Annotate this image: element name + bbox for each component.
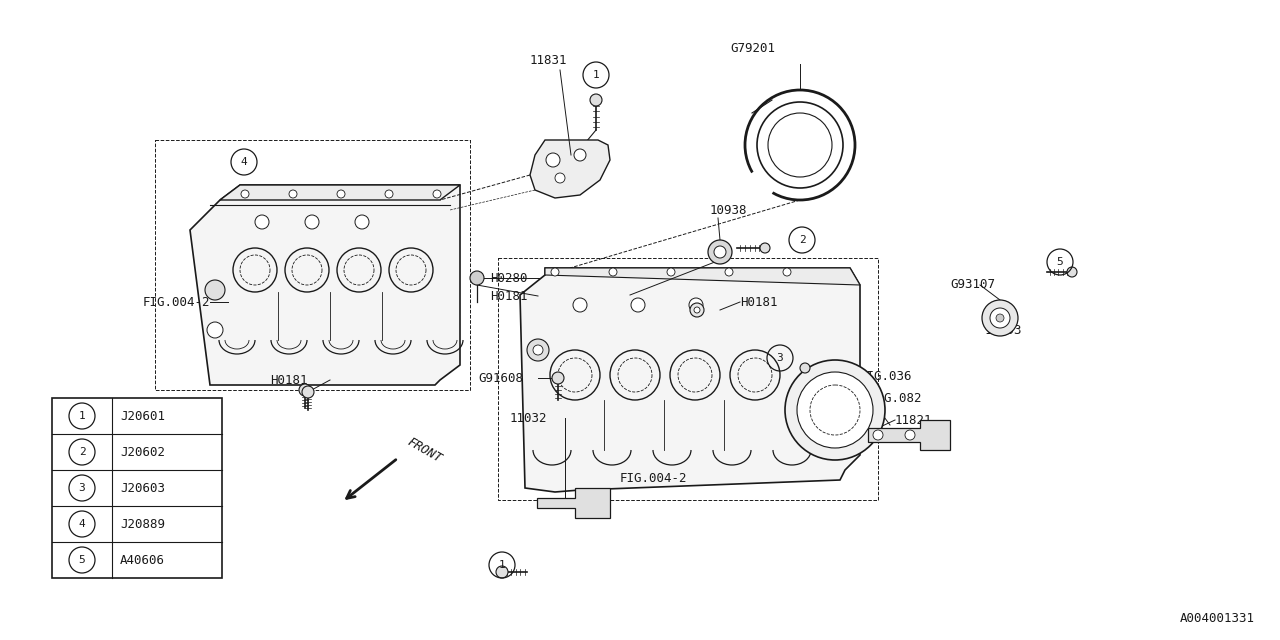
Circle shape [724,268,733,276]
Circle shape [573,298,588,312]
Text: 2: 2 [799,235,805,245]
Polygon shape [545,268,860,285]
Circle shape [547,153,561,167]
Text: G93107: G93107 [950,278,995,291]
Text: J20601: J20601 [120,410,165,422]
Circle shape [556,173,564,183]
Text: 11831: 11831 [530,54,567,67]
Circle shape [497,566,508,578]
Circle shape [550,268,559,276]
Circle shape [690,303,704,317]
Circle shape [797,372,873,448]
Circle shape [532,345,543,355]
Circle shape [783,268,791,276]
Text: J20603: J20603 [120,481,165,495]
Polygon shape [538,488,611,518]
Circle shape [300,384,311,396]
Text: 1: 1 [499,560,506,570]
Circle shape [689,298,703,312]
Text: 3: 3 [78,483,86,493]
Polygon shape [220,185,460,200]
Circle shape [305,215,319,229]
Circle shape [800,363,810,373]
Polygon shape [520,268,860,492]
Text: J20602: J20602 [120,445,165,458]
Circle shape [905,430,915,440]
Circle shape [714,246,726,258]
Text: 1: 1 [593,70,599,80]
Text: 5: 5 [78,555,86,565]
Polygon shape [189,185,460,385]
Text: G91608: G91608 [477,371,524,385]
Circle shape [573,149,586,161]
Circle shape [785,360,884,460]
Circle shape [207,322,223,338]
Circle shape [1068,267,1076,277]
Circle shape [982,300,1018,336]
Text: 4: 4 [78,519,86,529]
Text: H0181: H0181 [270,374,307,387]
Circle shape [527,339,549,361]
Text: FIG.036: FIG.036 [860,369,913,383]
Text: FIG.082: FIG.082 [870,392,923,404]
Circle shape [241,190,250,198]
Circle shape [355,215,369,229]
Text: 1: 1 [78,411,86,421]
Text: 11821: 11821 [895,413,933,426]
Text: 11032: 11032 [509,412,548,424]
Circle shape [590,94,602,106]
Bar [52,398,221,578]
Circle shape [205,280,225,300]
Text: A004001331: A004001331 [1180,612,1254,625]
Text: G79201: G79201 [730,42,774,54]
Text: FIG.004-2: FIG.004-2 [620,472,687,484]
Text: H0280: H0280 [490,271,527,285]
Text: 3: 3 [777,353,783,363]
Circle shape [552,372,564,384]
Text: 10938: 10938 [710,204,748,216]
Polygon shape [868,420,950,450]
Circle shape [667,268,675,276]
Text: 4: 4 [241,157,247,167]
Circle shape [989,308,1010,328]
Text: J20889: J20889 [120,518,165,531]
Circle shape [609,268,617,276]
Circle shape [337,190,346,198]
Circle shape [470,271,484,285]
Circle shape [873,430,883,440]
Circle shape [302,386,314,398]
Circle shape [289,190,297,198]
Text: 11093: 11093 [986,323,1023,337]
Circle shape [385,190,393,198]
Circle shape [996,314,1004,322]
Text: 5: 5 [1056,257,1064,267]
Circle shape [760,243,771,253]
Circle shape [433,190,442,198]
Text: FRONT: FRONT [404,435,444,465]
Circle shape [255,215,269,229]
Text: FIG.004-2: FIG.004-2 [143,296,210,308]
Text: H0181: H0181 [740,296,777,308]
Text: 2: 2 [78,447,86,457]
Circle shape [631,298,645,312]
Text: A40606: A40606 [120,554,165,566]
Circle shape [694,307,700,313]
Text: H0181: H0181 [490,289,527,303]
Circle shape [708,240,732,264]
Polygon shape [530,140,611,198]
